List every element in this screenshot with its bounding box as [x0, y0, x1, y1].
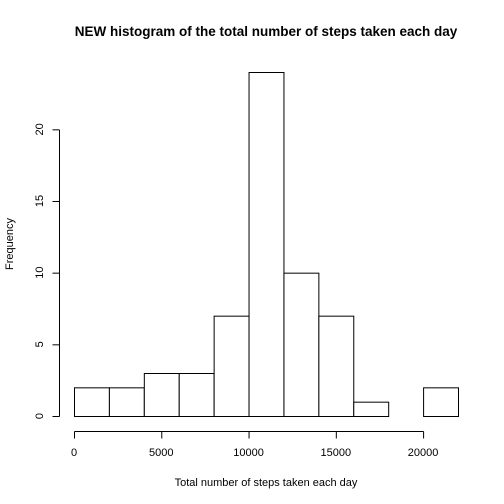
histogram-bars: [75, 73, 459, 417]
x-tick-label: 0: [71, 447, 77, 459]
histogram-bar-2: [144, 374, 179, 417]
x-tick-label: 10000: [233, 447, 264, 459]
histogram-bar-10: [424, 388, 459, 417]
chart-title: NEW histogram of the total number of ste…: [75, 24, 458, 39]
histogram-bar-0: [75, 388, 110, 417]
y-tick-label: 15: [34, 195, 46, 207]
y-axis-label: Frequency: [4, 218, 16, 270]
x-tick-label: 15000: [321, 447, 352, 459]
histogram-bar-8: [354, 402, 389, 416]
x-axis-label: Total number of steps taken each day: [175, 477, 358, 489]
histogram-bar-1: [109, 388, 144, 417]
x-axis: 0 5000 10000 15000 20000: [71, 432, 438, 460]
y-tick-label: 5: [34, 341, 46, 347]
histogram-bar-7: [319, 316, 354, 416]
x-tick-label: 5000: [149, 447, 173, 459]
y-axis: 0 5 10 15 20: [34, 123, 60, 419]
x-tick-label: 20000: [408, 447, 439, 459]
histogram-bar-6: [284, 273, 319, 416]
histogram-bar-4: [214, 316, 249, 416]
histogram-bar-5: [249, 73, 284, 417]
y-tick-label: 0: [34, 413, 46, 419]
y-tick-label: 10: [34, 267, 46, 279]
histogram-bar-3: [179, 374, 214, 417]
y-tick-label: 20: [34, 123, 46, 135]
